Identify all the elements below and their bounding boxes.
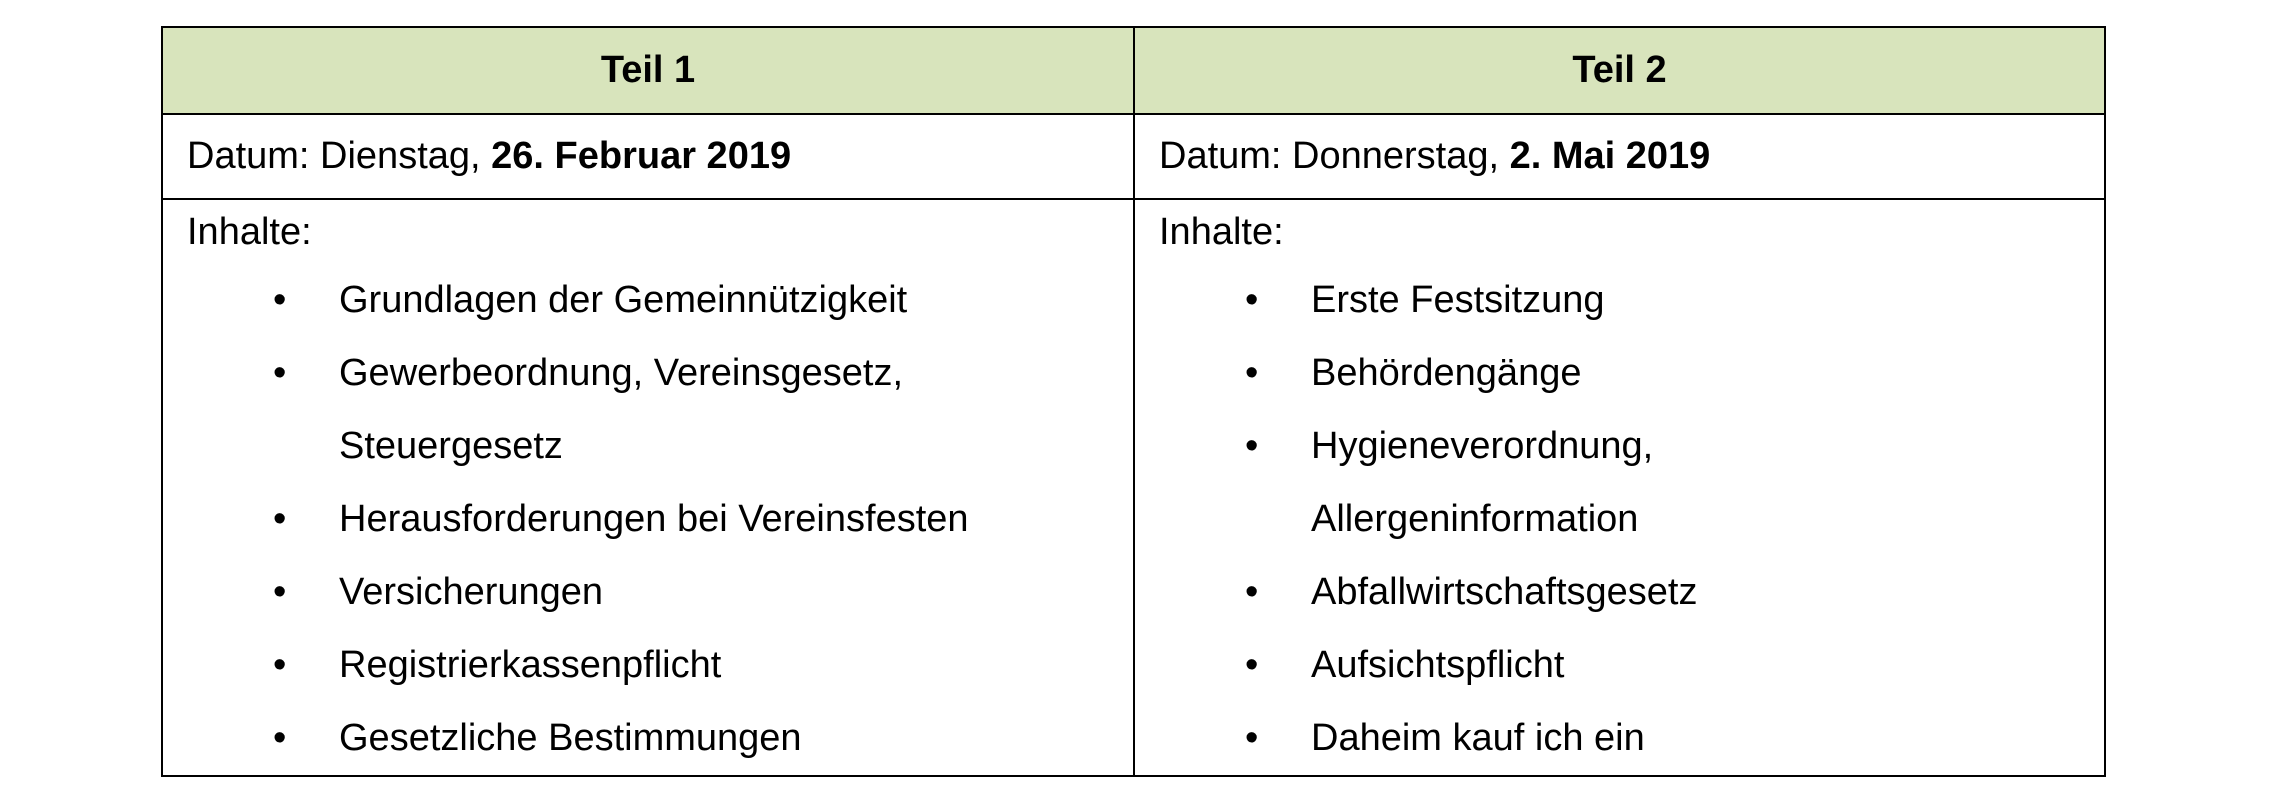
bullet-icon: •	[1245, 717, 1259, 759]
content-row: Inhalte: • Grundlagen der Gemeinnützigkei…	[161, 198, 2106, 777]
date-label: Datum: Dienstag,	[187, 135, 492, 177]
date-row: Datum: Dienstag, 26. Februar 2019 Datum:…	[161, 113, 2106, 200]
bullet-icon: •	[1245, 279, 1259, 321]
content-label: Inhalte:	[187, 211, 312, 253]
list-item-text: Herausforderungen bei Vereinsfesten	[339, 498, 969, 540]
list-item: • Hygieneverordnung, Allergeninformation	[1159, 410, 2104, 556]
bullet-icon: •	[1245, 425, 1259, 467]
list-item-text: Grundlagen der Gemeinnützigkeit	[339, 279, 908, 321]
list-item: • Herausforderungen bei Vereinsfesten	[187, 483, 1133, 556]
list-item-text: Behördengänge	[1311, 352, 1582, 394]
list-item-text: Aufsichtspflicht	[1311, 644, 1565, 686]
header-teil-2: Teil 2	[1133, 26, 2106, 115]
date-cell-teil-2: Datum: Donnerstag, 2. Mai 2019	[1133, 113, 2106, 200]
bullet-icon: •	[273, 279, 287, 321]
bullet-icon: •	[273, 644, 287, 686]
list-item-text: Daheim kauf ich ein	[1311, 717, 1645, 759]
list-item-text: Versicherungen	[339, 571, 604, 613]
list-item: • Grundlagen der Gemeinnützigkeit	[187, 264, 1133, 337]
list-item-text: Allergeninformation	[1311, 498, 1639, 540]
list-item: • Versicherungen	[187, 556, 1133, 629]
bullet-icon: •	[273, 717, 287, 759]
schedule-table: Teil 1 Teil 2 Datum: Dienstag, 26. Febru…	[161, 26, 2106, 777]
list-item: • Gewerbeordnung, Vereinsgesetz, Steuerges…	[187, 337, 1133, 483]
date-label: Datum: Donnerstag,	[1159, 135, 1510, 177]
header-row: Teil 1 Teil 2	[161, 26, 2106, 115]
date-value: 26. Februar 2019	[491, 135, 792, 177]
bullet-icon: •	[1245, 571, 1259, 613]
list-item: • Aufsichtspflicht	[1159, 629, 2104, 702]
list-item: • Behördengänge	[1159, 337, 2104, 410]
list-item-text: Hygieneverordnung,	[1311, 425, 1654, 467]
bullet-icon: •	[1245, 352, 1259, 394]
list-item-text: Gewerbeordnung, Vereinsgesetz,	[339, 352, 904, 394]
list-item-text: Gesetzliche Bestimmungen	[339, 717, 802, 759]
header-teil-1: Teil 1	[161, 26, 1135, 115]
content-label: Inhalte:	[1159, 211, 1284, 253]
content-cell-teil-1: Inhalte: • Grundlagen der Gemeinnützigkei…	[161, 198, 1135, 777]
content-cell-teil-2: Inhalte: • Erste Festsitzung • Behördengäng…	[1133, 198, 2106, 777]
list-item-text: Steuergesetz	[339, 425, 563, 467]
date-value: 2. Mai 2019	[1509, 135, 1711, 177]
date-cell-teil-1: Datum: Dienstag, 26. Februar 2019	[161, 113, 1135, 200]
list-item: • Daheim kauf ich ein	[1159, 702, 2104, 775]
bullet-icon: •	[273, 571, 287, 613]
list-item-text: Registrierkassenpflicht	[339, 644, 722, 686]
list-item: • Gesetzliche Bestimmungen	[187, 702, 1133, 775]
bullet-icon: •	[1245, 644, 1259, 686]
topic-list: • Grundlagen der Gemeinnützigkeit • Gewerbe…	[187, 264, 1133, 775]
list-item: • Registrierkassenpflicht	[187, 629, 1133, 702]
list-item-text: Erste Festsitzung	[1311, 279, 1605, 321]
bullet-icon: •	[273, 498, 287, 540]
list-item-text: Abfallwirtschaftsgesetz	[1311, 571, 1698, 613]
bullet-icon: •	[273, 352, 287, 394]
topic-list: • Erste Festsitzung • Behördengänge • Hygiene…	[1159, 264, 2104, 775]
list-item: • Erste Festsitzung	[1159, 264, 2104, 337]
list-item: • Abfallwirtschaftsgesetz	[1159, 556, 2104, 629]
